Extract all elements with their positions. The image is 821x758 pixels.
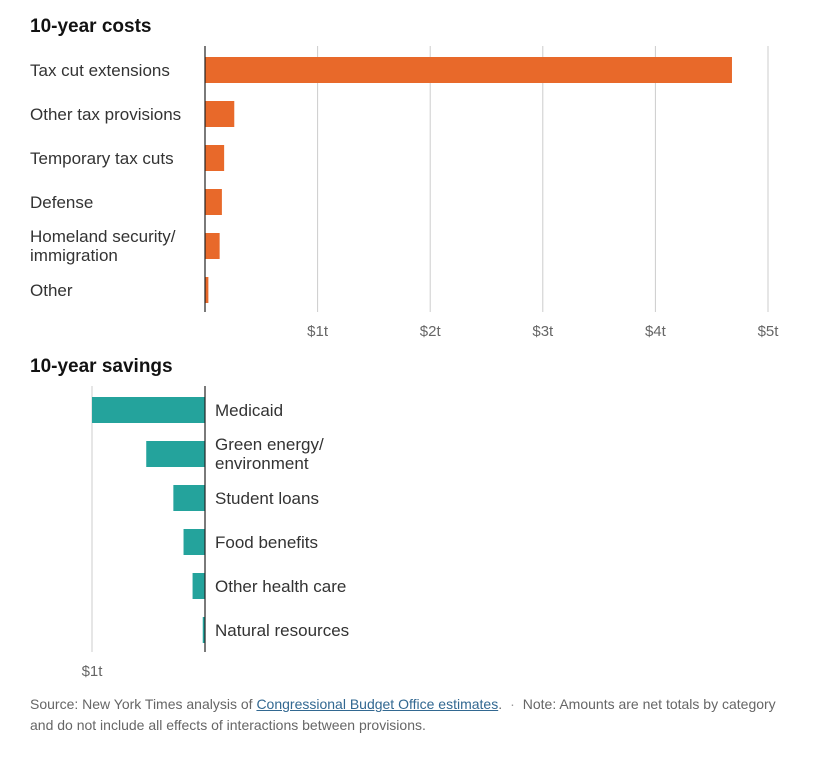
costs-tick-label: $1t [307, 323, 329, 340]
source-note: Source: New York Times analysis of Congr… [30, 694, 800, 736]
costs-category-label: Homeland security/immigration [30, 227, 176, 265]
savings-category-line: Natural resources [215, 621, 349, 640]
costs-bar-homeland-security-immigration [205, 233, 220, 259]
costs-category-line: Defense [30, 193, 93, 212]
savings-category-line: Student loans [215, 489, 319, 508]
savings-bar-student-loans [173, 485, 205, 511]
costs-gridlines: $1t $2t $3t $4t $5t [307, 46, 779, 340]
savings-chart: $1t Medicaid Green energy/environment Stude… [82, 386, 349, 680]
savings-category-label: Student loans [215, 489, 319, 508]
savings-bar-green-energy-environment [146, 441, 205, 467]
costs-title: 10-year costs [30, 16, 152, 37]
costs-bar-other-tax-provisions [205, 101, 235, 127]
savings-category-label: Other health care [215, 577, 346, 596]
savings-category-line: environment [215, 454, 309, 473]
savings-category-label: Food benefits [215, 533, 318, 552]
cbo-estimates-link[interactable]: Congressional Budget Office estimates [256, 696, 499, 712]
savings-bar-medicaid [92, 397, 205, 423]
costs-category-label: Temporary tax cuts [30, 149, 174, 168]
costs-bar-tax-cut-extensions [205, 57, 732, 83]
source-suffix: . [498, 696, 503, 712]
savings-category-line: Medicaid [215, 401, 283, 420]
savings-bar-natural-resources [202, 617, 205, 643]
source-prefix: Source: New York Times analysis of [30, 696, 257, 712]
savings-category-line: Other health care [215, 577, 346, 596]
costs-bar-other [205, 277, 209, 303]
costs-tick-label: $2t [420, 323, 442, 340]
costs-category-line: Other [30, 281, 73, 300]
costs-category-line: Other tax provisions [30, 105, 181, 124]
costs-tick-label: $3t [532, 323, 554, 340]
costs-category-label: Other tax provisions [30, 105, 181, 124]
costs-category-line: Homeland security/ [30, 227, 176, 246]
costs-category-line: immigration [30, 246, 118, 265]
note-text: Note: Amounts are net totals by category… [30, 696, 776, 733]
savings-category-label: Green energy/environment [215, 435, 324, 473]
costs-category-label: Tax cut extensions [30, 61, 170, 80]
savings-tick-label: $1t [82, 663, 104, 680]
separator-dot: · [510, 696, 515, 712]
savings-category-line: Green energy/ [215, 435, 324, 454]
savings-bar-other-health-care [192, 573, 205, 599]
costs-category-label: Other [30, 281, 73, 300]
savings-gridlines: $1t [82, 386, 104, 680]
costs-category-line: Temporary tax cuts [30, 149, 174, 168]
costs-bar-defense [205, 189, 222, 215]
costs-tick-label: $4t [645, 323, 667, 340]
costs-chart: $1t $2t $3t $4t $5t Tax cut extensions Other t… [30, 46, 779, 340]
costs-bar-temporary-tax-cuts [205, 145, 225, 171]
savings-bar-food-benefits [183, 529, 205, 555]
costs-category-line: Tax cut extensions [30, 61, 170, 80]
savings-category-label: Natural resources [215, 621, 349, 640]
savings-title: 10-year savings [30, 356, 173, 377]
savings-category-label: Medicaid [215, 401, 283, 420]
savings-category-line: Food benefits [215, 533, 318, 552]
costs-category-label: Defense [30, 193, 93, 212]
costs-tick-label: $5t [758, 323, 780, 340]
